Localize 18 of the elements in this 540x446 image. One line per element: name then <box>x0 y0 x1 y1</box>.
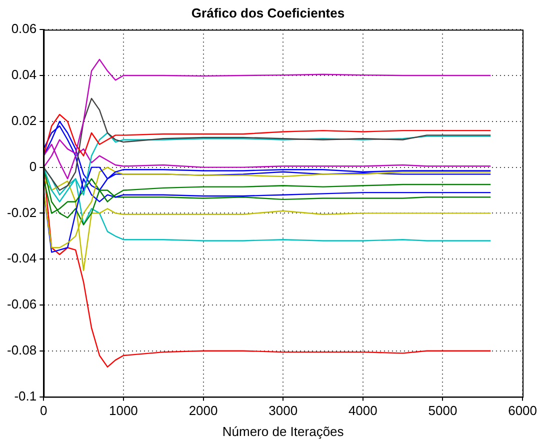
x-tick-label: 6000 <box>508 403 537 418</box>
x-tick-label: 5000 <box>428 403 458 418</box>
y-tick-label: 0.04 <box>11 67 37 82</box>
y-tick-label: -0.08 <box>6 342 37 358</box>
x-tick-label: 2000 <box>188 403 218 418</box>
y-tick-label: -0.06 <box>6 296 37 312</box>
x-tick-label: 4000 <box>348 403 378 418</box>
y-tick-label: -0.1 <box>14 388 37 404</box>
y-tick-label: 0 <box>29 158 37 174</box>
y-tick-label: 0.06 <box>11 21 37 36</box>
x-axis-title: Número de Iterações <box>222 424 344 439</box>
y-tick-label: -0.02 <box>6 204 37 220</box>
y-tick-label: -0.04 <box>6 250 37 266</box>
chart-title: Gráfico dos Coeficientes <box>191 5 345 20</box>
y-tick-label: 0.02 <box>11 112 37 128</box>
x-tick-label: 0 <box>40 403 48 418</box>
x-tick-label: 3000 <box>268 403 298 418</box>
x-tick-label: 1000 <box>108 403 138 418</box>
